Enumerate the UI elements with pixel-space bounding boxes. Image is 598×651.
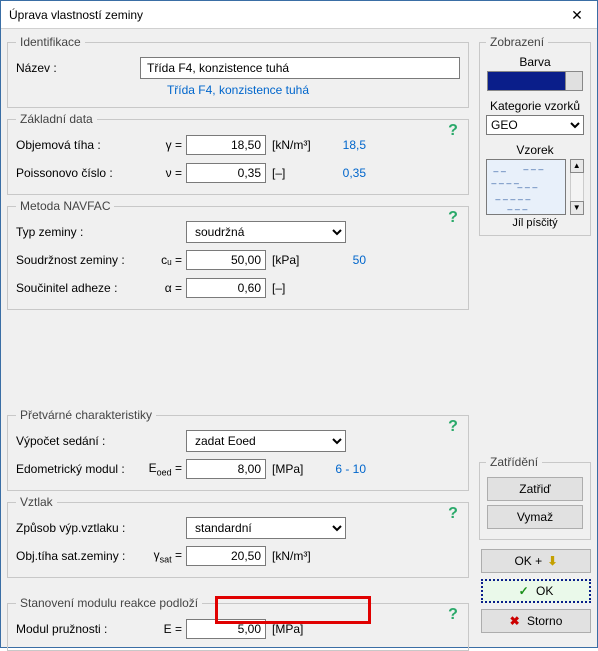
cu-unit: [kPa] [266,253,316,267]
sample-preview[interactable]: – – – – – – – – – – – – – – – – – – – – [486,159,566,215]
group-display: Zobrazení Barva Kategorie vzorků GEO Vzo… [479,35,591,236]
help-icon[interactable]: ? [444,122,462,140]
cu-input[interactable] [186,250,266,270]
gamma-label: Objemová tíha : [16,138,140,152]
gamma-unit: [kN/m³] [266,138,316,152]
nu-unit: [–] [266,166,316,180]
soil-type-label: Typ zeminy : [16,225,140,239]
sample-scrollbar[interactable]: ▲ ▼ [570,159,584,215]
name-input[interactable] [140,57,460,79]
scroll-up-icon[interactable]: ▲ [570,159,584,173]
e-label: Modul pružnosti : [16,622,140,636]
category-label: Kategorie vzorků [486,99,584,113]
nu-symbol: ν = [140,166,186,180]
gsat-symbol: γsat = [140,548,186,564]
cancel-button[interactable]: ✖ Storno [481,609,591,633]
eoed-label: Edometrický modul : [16,462,140,476]
color-label: Barva [486,55,584,69]
color-picker[interactable] [487,71,583,91]
alpha-symbol: α = [140,281,186,295]
group-subgrade-modulus: Stanovení modulu reakce podloží ? Modul … [7,596,469,651]
gamma-symbol: γ = [140,138,186,152]
nu-input[interactable] [186,163,266,183]
group-navfac: Metoda NAVFAC ? Typ zeminy : soudržná So… [7,199,469,310]
legend-uplift: Vztlak [16,495,57,509]
classify-button[interactable]: Zatřiď [487,477,583,501]
window-title: Úprava vlastností zeminy [1,8,557,22]
e-symbol: E = [140,622,186,636]
legend-display: Zobrazení [486,35,548,49]
cu-hint: 50 [316,253,366,267]
settle-calc-label: Výpočet sedání : [16,434,140,448]
ok-plus-button[interactable]: OK + ⬇ [481,549,591,573]
uplift-mode-label: Způsob výp.vztlaku : [16,521,140,535]
help-icon[interactable]: ? [444,505,462,523]
cu-symbol: cᵤ = [140,253,186,267]
legend-navfac: Metoda NAVFAC [16,199,114,213]
sample-label: Vzorek [486,143,584,157]
x-icon: ✖ [510,614,520,628]
group-uplift: Vztlak ? Způsob výp.vztlaku : standardní… [7,495,469,578]
alpha-input[interactable] [186,278,266,298]
gsat-unit: [kN/m³] [266,549,316,563]
gsat-input[interactable] [186,546,266,566]
clear-button[interactable]: Vymaž [487,505,583,529]
arrow-down-icon: ⬇ [547,554,557,568]
ok-button[interactable]: ✓ OK [481,579,591,603]
eoed-unit: [MPa] [266,462,316,476]
e-unit: [MPa] [266,622,316,636]
name-label: Název : [16,61,140,75]
settle-calc-select[interactable]: zadat Eoed [186,430,346,452]
soil-type-select[interactable]: soudržná [186,221,346,243]
legend-deformation: Přetvárné charakteristiky [16,408,156,422]
e-input[interactable] [186,619,266,639]
help-icon[interactable]: ? [444,209,462,227]
close-button[interactable]: ✕ [557,1,597,29]
gamma-hint: 18,5 [316,138,366,152]
group-basic-data: Základní data ? Objemová tíha : γ = [kN/… [7,112,469,195]
uplift-mode-select[interactable]: standardní [186,517,346,539]
eoed-symbol: Eoed = [140,461,186,477]
gamma-input[interactable] [186,135,266,155]
legend-identification: Identifikace [16,35,85,49]
group-deformation: Přetvárné charakteristiky ? Výpočet sedá… [7,408,469,491]
cu-label: Soudržnost zeminy : [16,253,140,267]
help-icon[interactable]: ? [444,606,462,624]
category-select[interactable]: GEO [486,115,584,135]
eoed-hint: 6 - 10 [316,462,366,476]
gsat-label: Obj.tíha sat.zeminy : [16,549,140,563]
check-icon: ✓ [519,584,529,598]
name-subtitle: Třída F4, konzistence tuhá [16,83,460,97]
nu-hint: 0,35 [316,166,366,180]
scroll-down-icon[interactable]: ▼ [570,201,584,215]
nu-label: Poissonovo číslo : [16,166,140,180]
alpha-label: Součinitel adheze : [16,281,140,295]
legend-subgrade-modulus: Stanovení modulu reakce podloží [16,596,202,610]
group-identification: Identifikace Název : Třída F4, konzisten… [7,35,469,108]
alpha-unit: [–] [266,281,316,295]
legend-classification: Zatřídění [486,455,542,469]
group-classification: Zatřídění Zatřiď Vymaž [479,455,591,540]
legend-basic-data: Základní data [16,112,97,126]
help-icon[interactable]: ? [444,418,462,436]
eoed-input[interactable] [186,459,266,479]
sample-name: Jíl písčitý [486,217,584,229]
